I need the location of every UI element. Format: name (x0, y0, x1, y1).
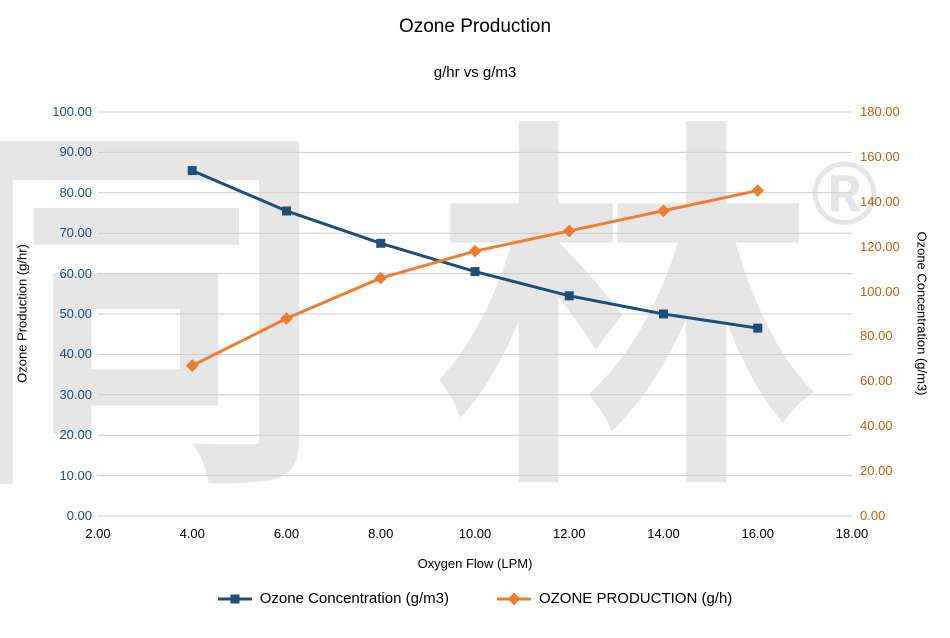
y-left-tick-label: 60.00 (59, 266, 92, 281)
x-tick-label: 8.00 (361, 526, 401, 541)
y-left-tick-label: 0.00 (67, 508, 92, 523)
x-tick-label: 10.00 (455, 526, 495, 541)
chart-subtitle: g/hr vs g/m3 (0, 64, 950, 81)
chart-title: Ozone Production (0, 16, 950, 38)
x-axis-label: Oxygen Flow (LPM) (98, 556, 852, 571)
x-tick-label: 18.00 (832, 526, 872, 541)
series-marker (753, 324, 762, 333)
y-right-tick-label: 160.00 (860, 149, 900, 164)
y-left-tick-label: 30.00 (59, 387, 92, 402)
x-tick-label: 2.00 (78, 526, 118, 541)
x-tick-label: 6.00 (267, 526, 307, 541)
y-right-tick-label: 180.00 (860, 104, 900, 119)
y-left-tick-label: 10.00 (59, 468, 92, 483)
plot-area: 同林® (98, 112, 852, 516)
series-marker (282, 206, 291, 215)
watermark-glyph: 同 (0, 103, 326, 528)
y-right-tick-label: 80.00 (860, 328, 893, 343)
legend-swatch (218, 591, 252, 607)
y-right-tick-label: 60.00 (860, 373, 893, 388)
y-left-tick-label: 100.00 (52, 104, 92, 119)
legend-item: Ozone Concentration (g/m3) (218, 590, 449, 607)
y-right-axis-label: Ozone Concentration (g/m3) (915, 112, 930, 516)
x-tick-label: 12.00 (549, 526, 589, 541)
y-left-tick-label: 20.00 (59, 427, 92, 442)
x-tick-label: 4.00 (172, 526, 212, 541)
y-right-tick-label: 20.00 (860, 463, 893, 478)
y-right-tick-label: 100.00 (860, 284, 900, 299)
y-left-axis-label: Ozone Production (g/hr) (15, 112, 30, 516)
y-right-tick-label: 140.00 (860, 194, 900, 209)
series-marker (565, 291, 574, 300)
legend-item: OZONE PRODUCTION (g/h) (497, 590, 732, 607)
series-marker (659, 310, 668, 319)
legend-label: OZONE PRODUCTION (g/h) (539, 590, 732, 607)
x-tick-label: 14.00 (644, 526, 684, 541)
y-left-tick-label: 70.00 (59, 225, 92, 240)
series-marker (471, 267, 480, 276)
y-left-tick-label: 50.00 (59, 306, 92, 321)
watermark-glyph: 林 (436, 103, 816, 528)
y-right-tick-label: 40.00 (860, 418, 893, 433)
y-left-tick-label: 90.00 (59, 144, 92, 159)
legend-swatch (497, 591, 531, 607)
series-marker (188, 166, 197, 175)
x-tick-label: 16.00 (738, 526, 778, 541)
legend-label: Ozone Concentration (g/m3) (260, 590, 449, 607)
series-marker (376, 239, 385, 248)
y-right-tick-label: 0.00 (860, 508, 885, 523)
y-left-tick-label: 80.00 (59, 185, 92, 200)
y-left-tick-label: 40.00 (59, 346, 92, 361)
y-right-tick-label: 120.00 (860, 239, 900, 254)
legend: Ozone Concentration (g/m3) OZONE PRODUCTI… (0, 590, 950, 607)
